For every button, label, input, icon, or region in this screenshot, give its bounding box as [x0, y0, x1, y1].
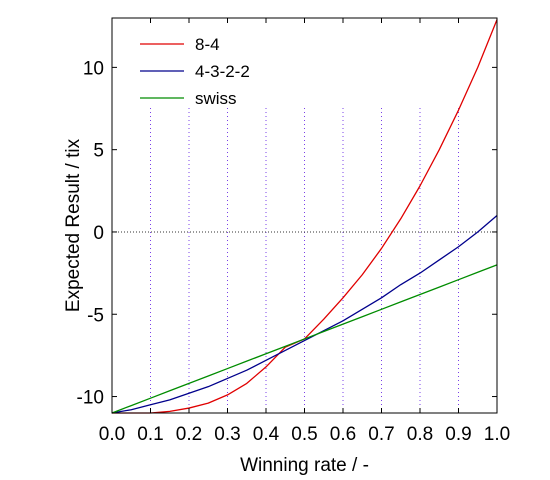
x-tick-label: 0.0: [99, 424, 125, 445]
y-tick-label: -10: [77, 388, 104, 409]
x-tick-label: 0.4: [253, 424, 280, 445]
y-tick-label: -5: [87, 305, 104, 326]
x-axis-title: Winning rate / -: [240, 455, 369, 476]
series-line-swiss: [111, 264, 498, 414]
ticks-layer: 0.0 0.1 0.2 0.3 0.4 0.5 0.6 0.7 0.8 0.9 1.0 -10 -5 0 5…: [77, 18, 510, 445]
x-tick-label: 0.5: [291, 424, 317, 445]
y-tick-label: 10: [83, 58, 104, 79]
plot-frame: [111, 17, 498, 414]
y-tick-label: 5: [93, 141, 104, 162]
x-tick-label: 1.0: [484, 424, 510, 445]
legend-label-swiss: swiss: [195, 89, 237, 108]
legend-label-8-4: 8-4: [195, 35, 220, 54]
legend-label-4-3-2-2: 4-3-2-2: [195, 62, 250, 81]
legend: 8-4 4-3-2-2 swiss: [140, 35, 250, 108]
x-tick-label: 0.2: [176, 424, 202, 445]
x-tick-label: 0.1: [137, 424, 163, 445]
y-axis-title: Expected Result / tix: [63, 138, 84, 312]
x-tick-label: 0.9: [445, 424, 471, 445]
x-tick-label: 0.3: [214, 424, 240, 445]
grid-layer: [112, 108, 497, 413]
x-tick-label: 0.6: [330, 424, 356, 445]
y-tick-label: 0: [93, 223, 104, 244]
x-tick-label: 0.8: [407, 424, 433, 445]
series-layer: [111, 19, 498, 414]
x-tick-label: 0.7: [368, 424, 394, 445]
series-line-4-3-2-2: [111, 215, 498, 414]
